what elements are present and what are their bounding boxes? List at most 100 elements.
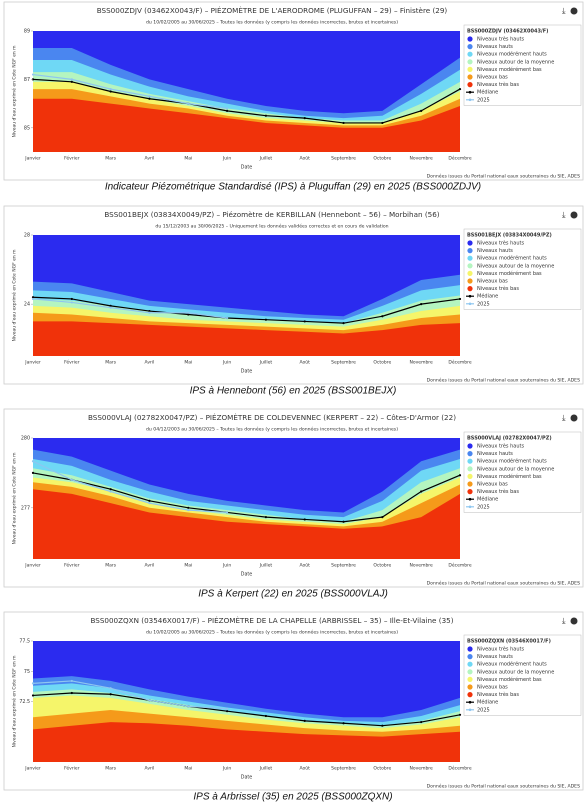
download-icon: ⤓ xyxy=(562,7,566,16)
point xyxy=(225,710,229,713)
point xyxy=(342,520,345,523)
point xyxy=(109,693,112,696)
x-tick-label: Août xyxy=(300,562,311,569)
y-axis-label: Niveau d'eau exprimé en Cote NGF en m xyxy=(11,655,18,747)
point xyxy=(187,506,190,509)
point xyxy=(342,322,345,325)
legend-label: Médiane xyxy=(477,89,498,96)
legend-label: Niveaux très bas xyxy=(477,285,519,292)
series-line xyxy=(32,692,461,727)
x-tick-label: Avril xyxy=(145,766,155,772)
legend-label: Niveaux autour de la moyenne xyxy=(477,263,554,269)
legend-swatch xyxy=(467,248,473,254)
y-tick-label: 280 xyxy=(21,436,30,442)
legend-swatch xyxy=(467,676,473,683)
legend-box xyxy=(463,634,582,716)
point xyxy=(70,679,73,683)
point xyxy=(109,90,112,93)
x-tick-label: Novembre xyxy=(410,156,434,162)
point xyxy=(109,490,112,493)
y-tick-label: 72.5 xyxy=(19,699,30,705)
point xyxy=(187,705,190,708)
x-tick-label: Mai xyxy=(184,156,192,162)
x-tick-label: Mars xyxy=(105,156,116,162)
legend-swatch xyxy=(467,684,473,690)
x-tick-label: Juillet xyxy=(259,766,273,772)
legend-label: Niveaux très bas xyxy=(477,488,519,495)
point xyxy=(109,87,112,91)
legend-label: Niveaux modérément hauts xyxy=(477,51,547,58)
y-tick-label: 28 xyxy=(24,233,30,239)
legend-swatch xyxy=(467,286,473,292)
point xyxy=(31,460,35,463)
band-area xyxy=(33,489,460,559)
point xyxy=(303,117,306,120)
x-tick-label: Mars xyxy=(105,563,116,569)
legend-title: BSS000ZDJV (03462X0043/F) xyxy=(467,29,548,35)
legend-label: Médiane xyxy=(477,699,498,706)
point xyxy=(148,95,151,98)
x-axis-label: Date xyxy=(241,165,253,171)
download-icon: ⤓ xyxy=(562,617,566,626)
legend-swatch xyxy=(467,489,473,495)
point xyxy=(225,511,229,514)
legend-label: Niveaux bas xyxy=(477,685,508,691)
chart-subtitle: du 10/02/2005 au 30/06/2025 – Toutes les… xyxy=(146,629,398,636)
legend-label: Niveaux bas xyxy=(477,279,508,285)
point xyxy=(31,694,35,697)
point xyxy=(31,682,35,685)
legend-swatch xyxy=(468,700,472,704)
x-tick-label: Octobre xyxy=(373,360,391,366)
x-tick-label: Décembre xyxy=(448,765,471,772)
y-tick-label: 85 xyxy=(24,125,30,131)
chart-subtitle: du 04/12/2003 au 30/06/2025 – Toutes les… xyxy=(146,426,398,433)
point xyxy=(420,720,423,724)
legend-swatch xyxy=(467,263,473,269)
point xyxy=(31,471,35,475)
point xyxy=(148,309,151,313)
y-tick-label: 77.5 xyxy=(19,639,30,645)
legend-label: Niveaux très bas xyxy=(477,691,519,698)
chart-title: BSS000VLAJ (02782X0047/PZ) – PIÉZOMÈTRE … xyxy=(88,413,456,422)
legend-swatch xyxy=(467,44,473,50)
legend-label: 2025 xyxy=(477,707,490,713)
point xyxy=(148,311,151,314)
legend-swatch xyxy=(467,669,473,675)
point xyxy=(148,499,151,502)
legend-label: 2025 xyxy=(477,97,490,103)
x-tick-label: Septembre xyxy=(331,766,356,772)
legend-box xyxy=(463,24,582,106)
point xyxy=(31,73,35,76)
x-tick-label: Mars xyxy=(105,360,116,366)
x-tick-label: Avril xyxy=(145,563,155,569)
legend-label: Niveaux modérément bas xyxy=(477,270,542,277)
x-tick-label: Octobre xyxy=(373,563,391,569)
x-tick-label: Juillet xyxy=(259,563,273,569)
x-tick-label: Septembre xyxy=(331,360,356,366)
legend-label: Niveaux bas xyxy=(477,75,508,81)
caption: IPS à Hennebont (56) en 2025 (BSS001BEJX… xyxy=(190,386,397,397)
caption: Indicateur Piézométrique Standardisé (IP… xyxy=(105,182,481,193)
legend-swatch xyxy=(467,36,473,42)
point xyxy=(381,121,384,125)
band-area xyxy=(33,321,460,356)
source: Données issues du Portail national eaux … xyxy=(427,173,580,180)
legend-box xyxy=(463,431,582,513)
x-tick-label: Mai xyxy=(184,766,192,772)
x-tick-label: Novembre xyxy=(410,563,434,569)
legend-label: Niveaux modérément bas xyxy=(477,676,542,683)
help-icon xyxy=(570,7,578,15)
legend-label: Niveaux très hauts xyxy=(477,646,524,653)
legend-label: 2025 xyxy=(477,301,490,307)
legend-swatch xyxy=(468,708,472,712)
x-tick-label: Octobre xyxy=(373,156,391,162)
series-line xyxy=(32,460,228,514)
point xyxy=(148,699,151,702)
point xyxy=(31,296,35,299)
legend-swatch xyxy=(467,66,473,72)
legend-label: Niveaux hauts xyxy=(477,654,513,660)
point xyxy=(264,318,268,321)
point xyxy=(187,509,190,512)
x-tick-label: Février xyxy=(64,765,80,772)
point xyxy=(303,719,306,722)
